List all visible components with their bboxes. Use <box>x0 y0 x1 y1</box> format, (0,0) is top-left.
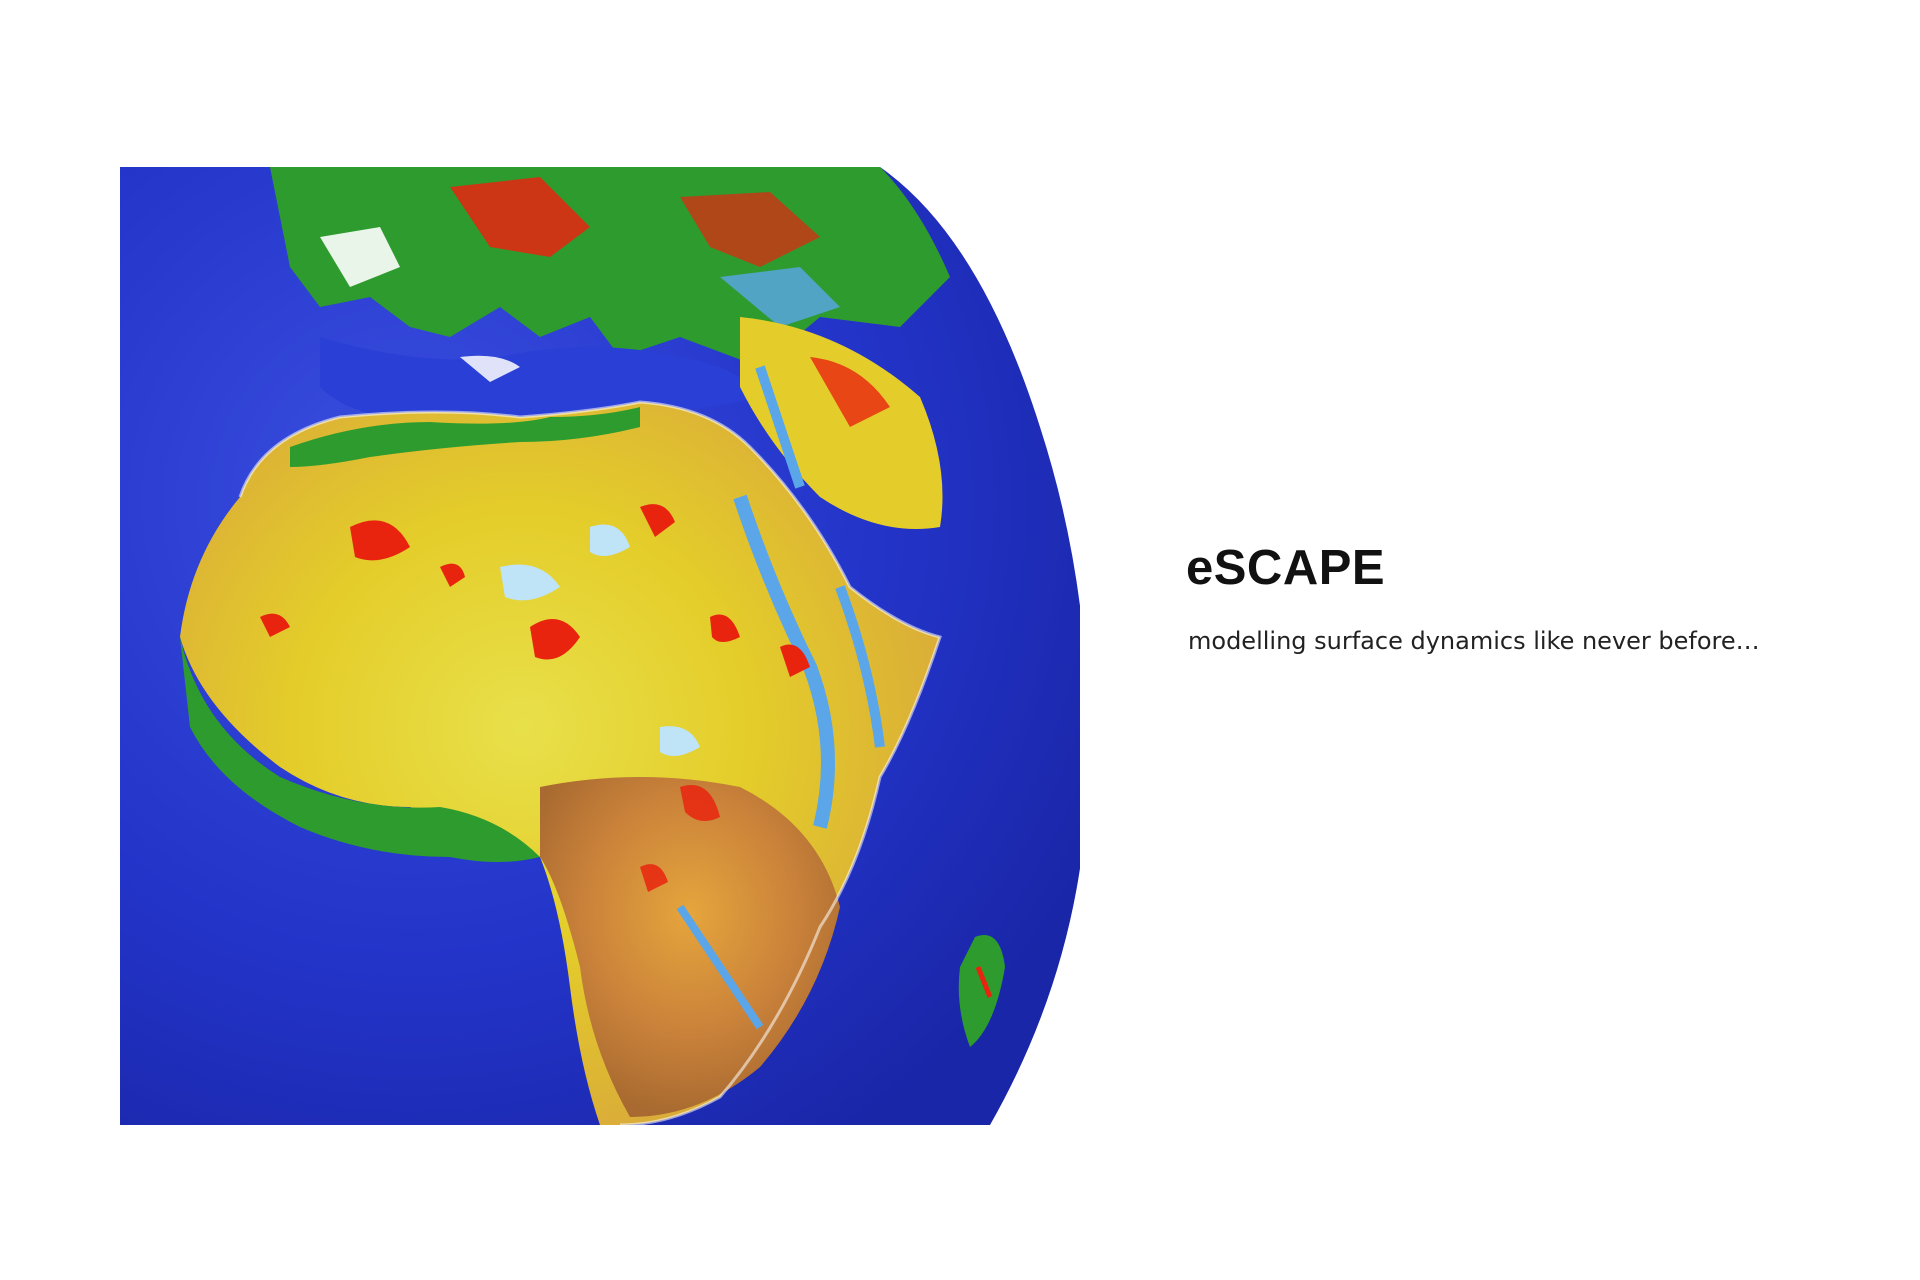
madagascar-island <box>958 935 1005 1047</box>
globe-image <box>120 167 1080 1125</box>
arabia-landmass <box>740 317 943 529</box>
page-title: eSCAPE <box>1186 541 1386 595</box>
page-subtitle: modelling surface dynamics like never be… <box>1188 627 1760 655</box>
africa-landmass <box>180 402 940 1125</box>
coastal-outline <box>238 400 942 1125</box>
europe-landmass <box>270 167 950 367</box>
